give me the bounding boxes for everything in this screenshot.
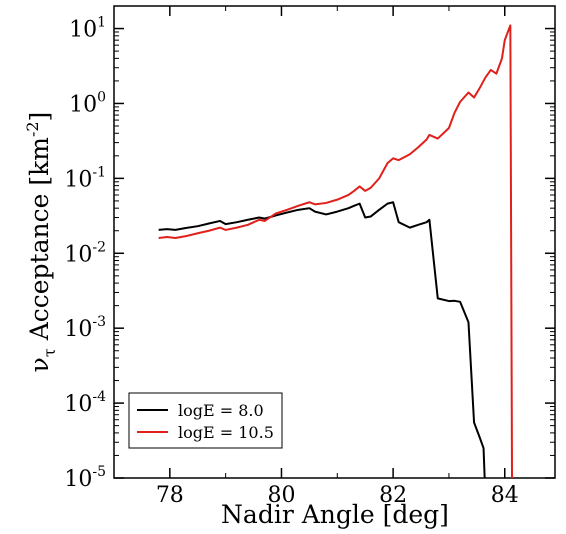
x-tick-label: 84 bbox=[491, 483, 519, 508]
y-tick-label: 10-4 bbox=[64, 389, 106, 417]
y-axis-ticks: 101 100 10-1 10-2 10-3 10-4 10-5 bbox=[64, 5, 555, 492]
series-layer bbox=[158, 24, 514, 479]
y-axis-title-tau: τ bbox=[40, 348, 59, 357]
y-axis-title: ντ Acceptance [km-2] bbox=[23, 112, 59, 373]
y-tick-label: 101 bbox=[69, 15, 106, 43]
plot-frame bbox=[113, 5, 556, 479]
y-tick-label: 100 bbox=[69, 89, 106, 117]
x-tick-label: 80 bbox=[267, 483, 295, 508]
y-tick-label: 10-3 bbox=[64, 314, 106, 342]
y-tick-label: 10-5 bbox=[64, 464, 106, 492]
y-axis-title-sup: -2 bbox=[23, 121, 42, 137]
series-line-1 bbox=[158, 24, 514, 479]
x-axis-ticks: 78 80 82 84 bbox=[113, 6, 519, 508]
legend-label-logE-10-5: logE = 10.5 bbox=[178, 423, 274, 442]
x-axis-title: Nadir Angle [deg] bbox=[221, 500, 449, 529]
y-tick-label: 10-2 bbox=[64, 239, 106, 267]
y-axis-title-nu: ν bbox=[25, 357, 54, 372]
y-tick-label: 10-1 bbox=[64, 164, 106, 192]
legend-box bbox=[128, 392, 283, 449]
legend-label-logE-8: logE = 8.0 bbox=[178, 401, 264, 420]
y-axis-title-close: ] bbox=[25, 112, 54, 122]
legend: logE = 8.0 logE = 10.5 bbox=[128, 392, 283, 449]
series-line-0 bbox=[158, 201, 486, 479]
x-tick-label: 82 bbox=[379, 483, 407, 508]
y-axis-title-text: Acceptance [km bbox=[25, 137, 54, 349]
x-tick-label: 78 bbox=[156, 483, 184, 508]
